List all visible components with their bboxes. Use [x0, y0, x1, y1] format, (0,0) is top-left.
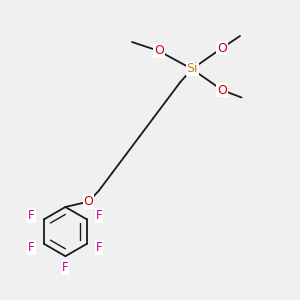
Text: F: F [96, 209, 103, 222]
Text: O: O [217, 41, 227, 55]
Text: F: F [28, 241, 35, 254]
Text: O: O [154, 44, 164, 58]
Text: F: F [62, 261, 69, 274]
Text: O: O [217, 83, 227, 97]
Text: F: F [96, 241, 103, 254]
Text: F: F [28, 209, 35, 222]
Text: O: O [84, 195, 93, 208]
Text: Si: Si [186, 62, 198, 76]
